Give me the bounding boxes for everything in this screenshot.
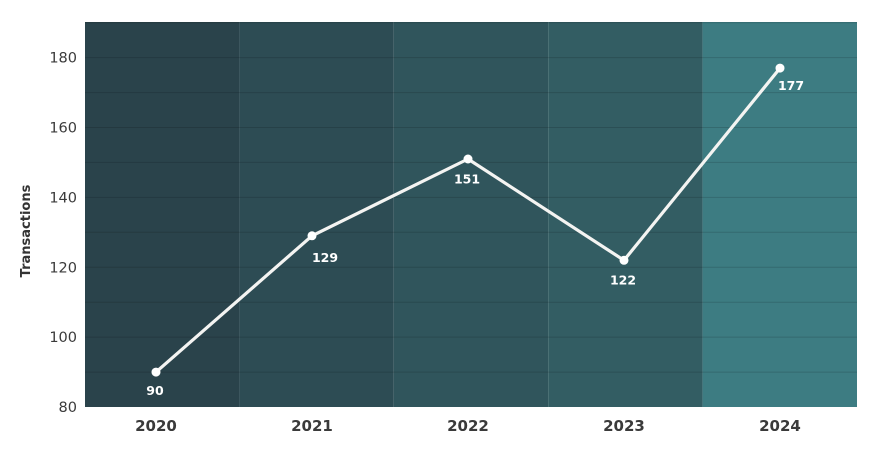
data-point-2021 xyxy=(307,231,317,241)
data-point-2024 xyxy=(775,63,785,73)
background-band-2023 xyxy=(548,22,703,407)
chart-layers: 90 129 151 122 177 80 100 120 140 160 180 2020 2021 2… xyxy=(49,22,857,435)
x-tick-2022: 2022 xyxy=(447,417,489,435)
data-point-2022 xyxy=(463,154,473,164)
x-tick-2024: 2024 xyxy=(759,417,801,435)
background-band-2021 xyxy=(239,22,394,407)
data-label-2024: 177 xyxy=(778,78,804,93)
background-band-2022 xyxy=(393,22,549,407)
data-label-2023: 122 xyxy=(610,272,636,287)
y-tick-120: 120 xyxy=(49,260,77,276)
data-label-2022: 151 xyxy=(454,172,480,187)
x-tick-2021: 2021 xyxy=(291,417,333,435)
y-tick-100: 100 xyxy=(49,330,77,346)
background-band-2024 xyxy=(702,22,857,407)
background-band-2020 xyxy=(85,22,240,407)
y-tick-180: 180 xyxy=(49,51,77,67)
y-tick-140: 140 xyxy=(49,190,77,206)
data-point-2023 xyxy=(619,255,629,265)
x-tick-2023: 2023 xyxy=(603,417,645,435)
data-label-2021: 129 xyxy=(312,250,338,265)
y-axis-title: Transactions xyxy=(19,184,34,277)
data-point-2020 xyxy=(151,367,161,377)
y-tick-160: 160 xyxy=(49,121,77,137)
data-label-2020: 90 xyxy=(146,383,164,398)
y-tick-80: 80 xyxy=(59,400,77,416)
x-tick-2020: 2020 xyxy=(135,417,177,435)
